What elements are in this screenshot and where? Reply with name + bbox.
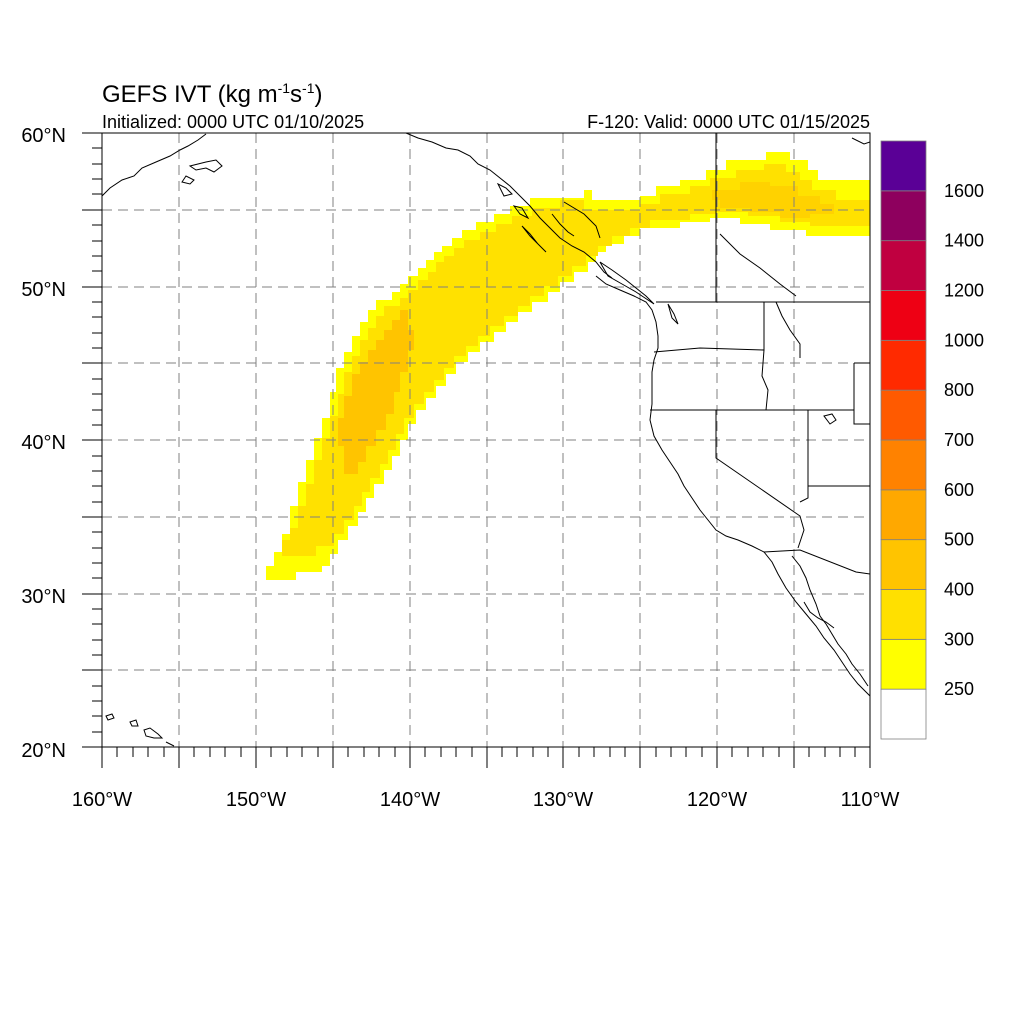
valid-time-label: F-120: Valid: 0000 UTC 01/15/2025 — [587, 112, 870, 132]
colorbar-label: 500 — [944, 530, 974, 550]
colorbar-swatch — [880, 389, 927, 441]
colorbar-label: 600 — [944, 480, 974, 500]
colorbar-swatch — [880, 638, 927, 690]
colorbar: 250 300 400 500 600 700 800 1000 1200 1400 1600 — [880, 140, 984, 740]
colorbar-swatch — [880, 539, 927, 590]
lat-label: 50°N — [21, 279, 66, 301]
colorbar-label: 700 — [944, 430, 974, 450]
colorbar-swatch — [880, 339, 927, 391]
lat-label: 60°N — [21, 125, 66, 147]
colorbar-swatch — [880, 589, 927, 640]
lat-labels: 20°N 30°N 40°N 50°N 60°N — [21, 125, 66, 762]
colorbar-label: 300 — [944, 629, 974, 649]
lon-label: 140°W — [380, 789, 440, 811]
coastlines — [102, 133, 870, 747]
lat-label: 20°N — [21, 740, 66, 762]
colorbar-label: 1200 — [944, 281, 984, 301]
colorbar-label: 250 — [944, 679, 974, 699]
colorbar-swatch — [880, 140, 927, 192]
gridlines — [102, 133, 870, 747]
initialized-label: Initialized: 0000 UTC 01/10/2025 — [102, 112, 365, 132]
lon-labels: 160°W 150°W 140°W 130°W 120°W 110°W — [72, 789, 900, 811]
lon-label: 160°W — [72, 789, 132, 811]
colorbar-label: 1600 — [944, 181, 984, 201]
lat-label: 40°N — [21, 432, 66, 454]
colorbar-label: 800 — [944, 380, 974, 400]
lat-label: 30°N — [21, 586, 66, 608]
colorbar-swatch — [880, 240, 927, 291]
lon-label: 110°W — [841, 789, 900, 811]
lon-label: 130°W — [533, 789, 593, 811]
colorbar-swatch — [880, 190, 927, 242]
lon-label: 120°W — [687, 789, 747, 811]
colorbar-swatch — [880, 439, 927, 491]
colorbar-swatch — [880, 688, 927, 740]
colorbar-swatch — [880, 489, 927, 541]
colorbar-label: 400 — [944, 580, 974, 600]
axis-ticks — [82, 132, 871, 768]
map-title: GEFS IVT (kg m-1s-1) — [102, 80, 323, 108]
colorbar-swatch — [880, 290, 927, 341]
ivt-contour-400-b — [712, 182, 834, 218]
ivt-contour-400 — [338, 310, 414, 474]
colorbar-label: 1000 — [944, 330, 984, 350]
colorbar-label: 1400 — [944, 231, 984, 251]
lon-label: 150°W — [226, 789, 286, 811]
ivt-field — [266, 152, 870, 580]
state-borders — [563, 133, 870, 575]
